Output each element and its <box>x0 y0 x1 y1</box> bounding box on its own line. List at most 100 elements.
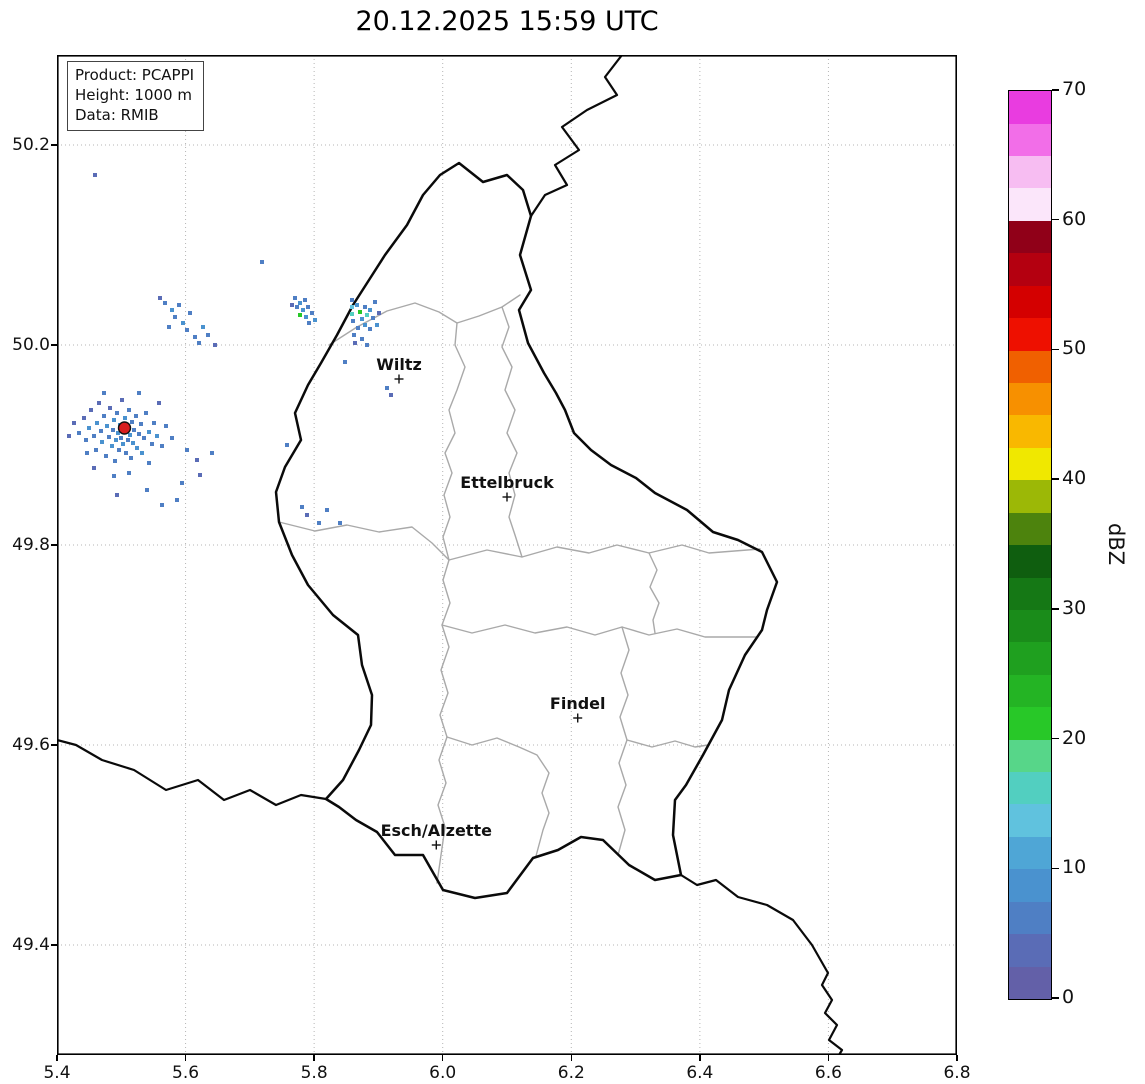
radar-echo-pixel <box>123 416 127 420</box>
colorbar-tick-label: 50 <box>1062 337 1087 360</box>
radar-echo-pixel <box>93 173 97 177</box>
y-tick-mark <box>51 144 57 146</box>
radar-echo-pixel <box>119 436 123 440</box>
plot-frame <box>57 55 957 1055</box>
radar-echo-pixel <box>128 433 132 437</box>
x-tick-label: 6.4 <box>686 1063 714 1083</box>
city-label: Esch/Alzette <box>381 821 493 840</box>
radar-echo-pixel <box>114 438 118 442</box>
colorbar-segment <box>1009 220 1051 254</box>
radar-echo-pixel <box>360 317 364 321</box>
radar-echo-pixel <box>368 327 372 331</box>
radar-echo-pixel <box>89 408 93 412</box>
radar-echo-pixel <box>112 474 116 478</box>
radar-echo-pixel <box>108 406 112 410</box>
radar-echo-pixel <box>116 431 120 435</box>
radar-echo-pixel <box>198 473 202 477</box>
x-tick-mark <box>827 1055 830 1061</box>
luxembourg-border <box>274 161 779 900</box>
radar-echo-pixel <box>375 323 379 327</box>
radar-echo-pixel <box>99 429 103 433</box>
city-label: Findel <box>550 694 606 713</box>
x-tick-mark <box>56 1055 58 1061</box>
radar-echo-pixel <box>104 454 108 458</box>
x-tick-label: 6.2 <box>557 1063 585 1083</box>
colorbar-tick-mark <box>1052 608 1059 610</box>
y-tick-mark <box>51 544 57 546</box>
colorbar-segment <box>1009 318 1051 351</box>
x-tick-label: 5.4 <box>43 1063 71 1083</box>
colorbar-segment <box>1009 415 1051 448</box>
radar-echo-pixel <box>355 303 359 307</box>
radar-echo-pixel <box>164 424 168 428</box>
radar-echo-pixel <box>185 448 189 452</box>
colorbar-tick-label: 10 <box>1062 856 1087 879</box>
district-border <box>617 626 630 856</box>
city-label: Ettelbruck <box>460 473 554 492</box>
colorbar-segment <box>1009 804 1051 837</box>
radar-echo-pixel <box>111 428 115 432</box>
radar-echo-pixel <box>351 319 355 323</box>
y-tick-label: 49.6 <box>12 735 50 755</box>
x-tick-label: 5.8 <box>300 1063 328 1083</box>
radar-echo-pixel <box>193 335 197 339</box>
colorbar-segment <box>1009 836 1051 870</box>
x-tick-mark <box>442 1055 444 1061</box>
radar-echo-pixel <box>167 325 171 329</box>
radar-echo-pixel <box>147 430 151 434</box>
radar-echo-pixel <box>325 508 329 512</box>
radar-echo-pixel <box>298 301 302 305</box>
radar-echo-pixel <box>95 421 99 425</box>
radar-echo-pixel <box>132 428 136 432</box>
y-tick-label: 49.8 <box>12 535 50 555</box>
colorbar-segment <box>1009 674 1051 708</box>
radar-echo-pixel <box>100 440 104 444</box>
radar-echo-pixel <box>313 318 317 322</box>
colorbar-segment <box>1009 253 1051 286</box>
radar-echo-pixel <box>127 471 131 475</box>
x-tick-mark <box>699 1055 701 1061</box>
radar-echo-pixel <box>201 325 205 329</box>
y-tick-mark <box>51 744 57 746</box>
radar-echo-pixel <box>181 321 185 325</box>
radar-echo-pixel <box>157 401 161 405</box>
radar-echo-pixel <box>206 333 210 337</box>
colorbar-tick-label: 20 <box>1062 726 1087 749</box>
radar-echo-pixel <box>84 438 88 442</box>
radar-echo-pixel <box>115 493 119 497</box>
x-tick-label: 6.8 <box>943 1063 971 1083</box>
radar-echo-pixel <box>389 393 393 397</box>
info-height-line: Height: 1000 m <box>75 85 192 104</box>
colorbar-tick-mark <box>1052 997 1059 999</box>
radar-echo-pixel <box>87 426 91 430</box>
radar-echo-pixel <box>307 321 311 325</box>
radar-echo-pixel <box>160 444 164 448</box>
radar-echo-pixel <box>301 308 305 312</box>
district-border <box>648 552 660 634</box>
district-border <box>436 559 451 884</box>
radar-echo-pixel <box>130 420 134 424</box>
radar-echo-pixel <box>175 498 179 502</box>
radar-echo-pixel <box>210 451 214 455</box>
radar-echo-pixel <box>306 305 310 309</box>
radar-echo-pixel <box>94 448 98 452</box>
radar-echo-pixel <box>298 313 302 317</box>
x-tick-mark <box>313 1055 315 1061</box>
radar-echo-pixel <box>110 444 114 448</box>
radar-echo-pixel <box>144 411 148 415</box>
radar-echo-pixel <box>134 414 138 418</box>
radar-echo-pixel <box>92 434 96 438</box>
national-border <box>529 55 624 218</box>
colorbar-segment <box>1009 382 1051 416</box>
radar-echo-pixel <box>290 303 294 307</box>
x-tick-mark <box>956 1055 958 1061</box>
radar-echo-pixel <box>177 303 181 307</box>
radar-echo-pixel <box>363 323 367 327</box>
national-border <box>57 738 328 807</box>
x-tick-label: 6.0 <box>429 1063 457 1083</box>
colorbar-tick-mark <box>1052 737 1059 740</box>
luxembourg-radar-map: Wiltz Ettelbruck Findel Esch/Alzette <box>57 55 957 1055</box>
radar-echo-pixel <box>195 458 199 462</box>
radar-echo-pixel <box>152 421 156 425</box>
